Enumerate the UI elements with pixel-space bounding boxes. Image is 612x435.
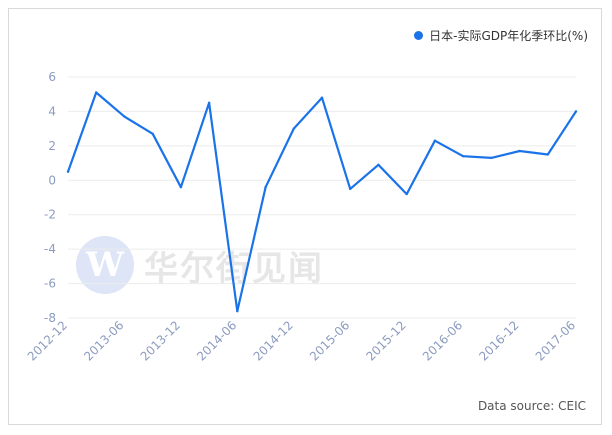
- series-line: [66, 91, 578, 313]
- data-point: [236, 309, 239, 313]
- data-point: [66, 170, 70, 173]
- x-tick-label: 2017-06: [533, 318, 578, 363]
- y-tick-label: -8: [44, 311, 56, 325]
- data-point: [264, 185, 267, 189]
- data-point: [546, 153, 549, 156]
- x-tick-label: 2015-12: [363, 318, 408, 363]
- x-tick-label: 2016-06: [420, 318, 465, 363]
- data-point: [490, 156, 493, 160]
- legend[interactable]: 日本-实际GDP年化季环比(%): [414, 27, 588, 44]
- data-point: [292, 127, 295, 130]
- watermark: W 华尔街见闻: [76, 236, 324, 294]
- x-tick-label: 2013-06: [81, 318, 126, 363]
- x-tick-label: 2015-06: [307, 318, 352, 363]
- y-tick-label: -4: [44, 242, 56, 256]
- y-tick-label: 2: [48, 139, 56, 153]
- watermark-logo: W: [76, 236, 134, 294]
- data-point: [123, 115, 126, 118]
- data-point: [95, 91, 98, 94]
- data-source: Data source: CEIC: [477, 399, 586, 413]
- x-tick-label: 2016-12: [476, 318, 521, 363]
- y-tick-label: 0: [48, 173, 56, 187]
- data-point: [405, 192, 408, 196]
- y-tick-label: -6: [44, 277, 56, 291]
- data-point: [461, 154, 465, 158]
- data-point: [349, 187, 352, 191]
- data-point: [518, 149, 521, 153]
- data-point: [151, 132, 154, 136]
- data-point: [377, 163, 380, 166]
- data-point: [433, 139, 437, 142]
- data-point: [574, 110, 578, 113]
- legend-marker: [414, 31, 424, 40]
- data-point: [320, 96, 324, 99]
- x-tick-label: 2012-12: [25, 318, 70, 363]
- x-tick-label: 2014-06: [194, 318, 239, 363]
- legend-label: 日本-实际GDP年化季环比(%): [429, 29, 588, 43]
- x-tick-label: 2014-12: [251, 318, 296, 363]
- y-tick-label: 6: [48, 70, 56, 84]
- data-point: [179, 185, 183, 189]
- x-tick-label: 2013-12: [138, 318, 183, 363]
- data-point: [207, 101, 211, 105]
- y-tick-label: 4: [48, 104, 56, 118]
- y-tick-label: -2: [44, 208, 56, 222]
